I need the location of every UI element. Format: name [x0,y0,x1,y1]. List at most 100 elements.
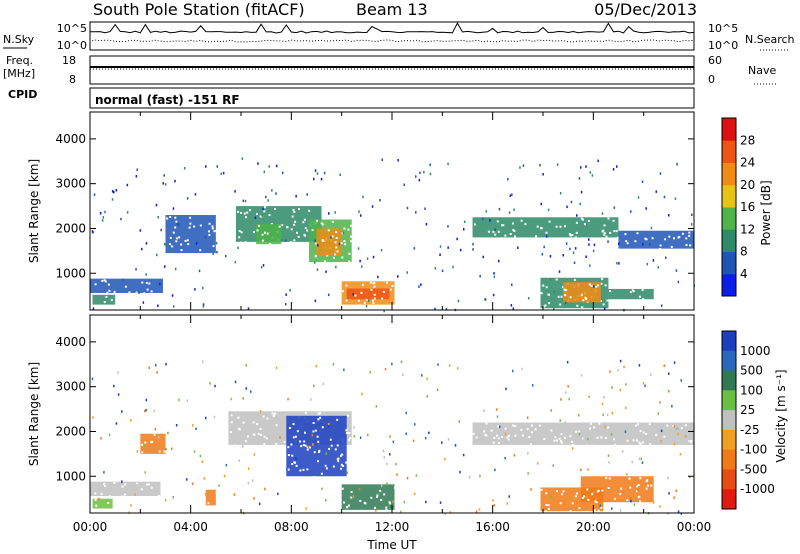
power-scatter-point [328,293,330,297]
velocity-scatter-point [192,424,194,427]
power-scatter-point [406,271,408,274]
power-scatter-point [275,164,278,168]
velocity-scatter-point [203,477,205,480]
velocity-scatter-point [277,492,279,496]
velocity-gap [350,491,353,493]
power-gap [561,286,564,289]
velocity-gap [260,434,262,436]
power-scatter-point [687,245,689,248]
power-gap [559,303,562,306]
power-scatter-point [306,193,308,196]
power-gap [107,283,110,286]
velocity-scatter-point [521,367,523,371]
power-gap [670,245,673,248]
velocity-gap [472,432,475,435]
velocity-scatter-point [677,510,680,513]
noise-panel: N.Sky 10^5 10^0 10^5 10^0 N.Search [3,21,795,52]
velocity-scatter-point [186,399,189,402]
velocity-scatter-point [480,438,483,441]
velocity-scatter-point [383,456,385,459]
velocity-gap [314,429,317,432]
power-gap [350,224,353,227]
velocity-scatter-point [171,447,173,450]
power-scatter-point [141,247,143,251]
power-scatter-point [612,168,615,171]
power-gap [642,298,645,301]
velocity-scatter-point [444,457,446,461]
velocity-gap [394,486,396,489]
power-colorbar-tick: 16 [740,200,755,214]
velocity-colorbar-tick: -1000 [740,482,775,496]
velocity-scatter-point [667,476,669,480]
velocity-gap [578,430,581,433]
figure-title: South Pole Station (fitACF) [93,0,305,19]
power-gap [268,214,271,216]
power-scatter-point [379,199,381,202]
velocity-colorbar-label: Velocity [m s⁻¹] [774,369,788,462]
velocity-gap [560,440,562,443]
velocity-gap [262,415,265,418]
power-scatter-point [507,177,509,181]
velocity-scatter-point [660,429,663,433]
velocity-gap [530,424,533,427]
velocity-gap [512,424,515,427]
velocity-gap [569,435,572,438]
velocity-gap [576,492,578,495]
power-gap [575,231,578,234]
velocity-gap [100,492,103,495]
velocity-gap [689,441,692,444]
power-gap [616,236,619,239]
power-scatter-point [447,246,449,249]
freq-tick-bottom: 8 [69,73,76,86]
power-scatter-point [650,226,653,230]
velocity-scatter-point [247,481,250,485]
velocity-gap [587,498,590,501]
power-gap [605,235,608,238]
power-gap [540,292,543,295]
velocity-gap [642,431,645,434]
velocity-gap [688,440,691,442]
power-gap [289,241,292,244]
power-scatter-point [314,261,316,264]
velocity-scatter-point [218,484,220,487]
velocity-scatter-point [115,422,118,425]
power-scatter-point [234,260,237,264]
velocity-gap [313,451,316,454]
velocity-scatter-point [201,460,204,464]
power-scatter-point [588,243,590,246]
velocity-gap [646,479,649,482]
velocity-gap [485,434,488,437]
velocity-gap [265,437,268,440]
velocity-gap [514,434,517,437]
velocity-scatter-point [641,461,644,464]
velocity-scatter-point [587,437,589,441]
velocity-scatter-point [608,461,610,464]
velocity-gap [497,442,500,444]
velocity-scatter-point [245,387,247,390]
power-gap [601,278,604,281]
velocity-gap [383,493,386,496]
power-gap [542,305,545,308]
velocity-gap [385,506,388,509]
velocity-colorbar-tick: 100 [740,383,763,397]
velocity-gap [144,441,147,444]
velocity-gap [306,468,309,471]
velocity-scatter-point [496,415,499,418]
x-tick-label: 16:00 [475,520,510,534]
power-gap [358,304,361,307]
velocity-gap [292,423,295,426]
power-scatter-point [585,255,587,258]
velocity-scatter-point [508,495,510,498]
power-gap [542,284,545,287]
velocity-gap [593,509,596,512]
power-scatter-point [418,178,421,182]
velocity-gap [581,437,584,440]
velocity-gap [578,507,581,510]
velocity-scatter-point [325,452,328,455]
power-colorbar-swatch [722,184,736,208]
power-gap [360,291,363,294]
velocity-scatter-point [568,397,570,401]
velocity-gap [230,414,233,417]
velocity-gap [376,495,378,498]
velocity-gap [295,464,298,467]
